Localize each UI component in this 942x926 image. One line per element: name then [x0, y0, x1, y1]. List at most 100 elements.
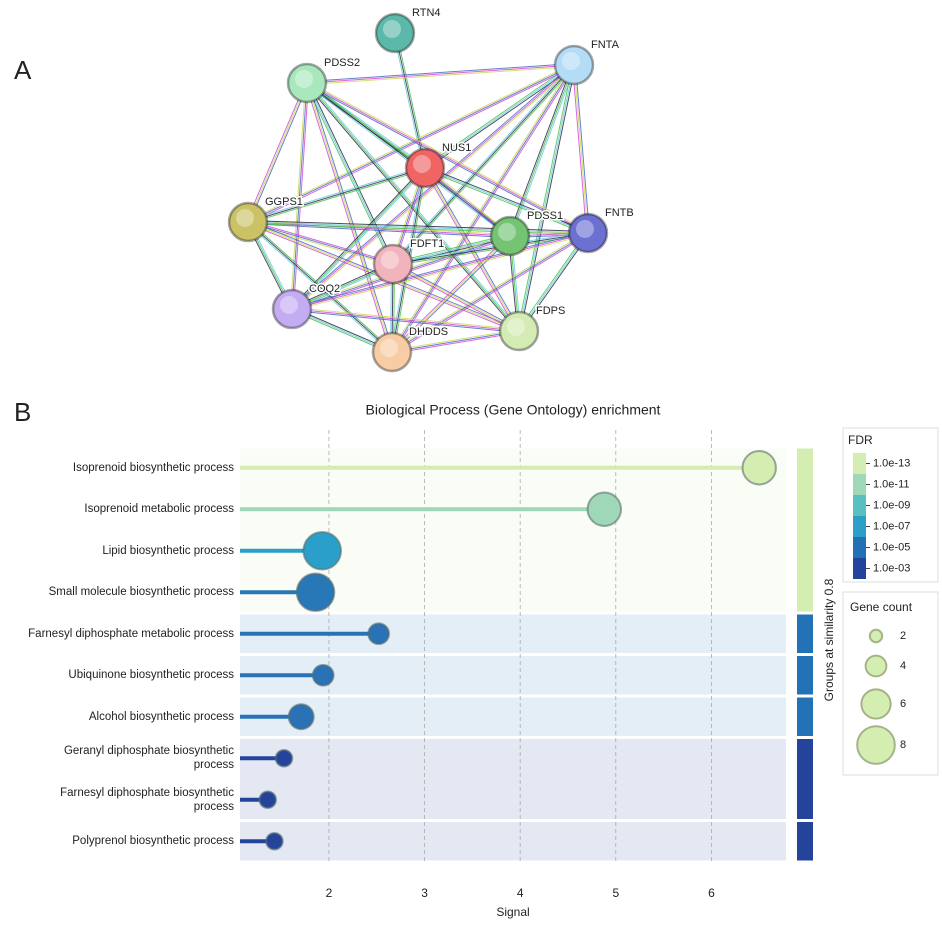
network-edge [247, 64, 575, 223]
network-edge [574, 64, 590, 233]
network-edge [247, 82, 308, 223]
network-edge [291, 64, 575, 310]
network-node [567, 212, 609, 254]
network-edge [247, 222, 510, 238]
y-tick-label: Polyprenol biosynthetic process [72, 835, 234, 848]
network-edge [518, 64, 575, 332]
network-edge [248, 220, 394, 352]
y-tick-label: Isoprenoid biosynthetic process [72, 461, 234, 474]
network-edge [572, 65, 588, 234]
node-label: FNTA [591, 39, 620, 51]
dot [274, 748, 294, 768]
network-edge [390, 231, 588, 352]
size-legend-circle [856, 725, 896, 765]
node-label: RTN4 [412, 7, 441, 19]
network-edge [393, 33, 425, 169]
colorbar-segment [853, 516, 866, 537]
network-edge [392, 64, 575, 265]
group-bar [797, 697, 813, 736]
network-edge [395, 32, 427, 168]
node-label: FDPS [536, 305, 565, 317]
network-node [498, 310, 540, 352]
network-edge [247, 221, 393, 353]
node-label: PDSS1 [527, 210, 563, 222]
dot [586, 491, 623, 527]
network-edge [573, 64, 589, 234]
network-edge [247, 221, 511, 237]
x-axis-label: Signal [496, 905, 529, 919]
network-node [489, 215, 531, 257]
y-tick-label: Isoprenoid metabolic process [84, 503, 234, 516]
network-edge [246, 82, 307, 222]
node-label: FNTB [605, 207, 634, 219]
group-band [240, 739, 786, 819]
network-edge [393, 262, 520, 331]
node-highlight [507, 318, 525, 336]
network-edge [290, 82, 307, 309]
network-edge [519, 65, 576, 332]
colorbar-label: 1.0e-11 [873, 478, 910, 490]
network-node [404, 147, 446, 189]
network-edge [291, 231, 588, 309]
node-highlight [380, 339, 398, 357]
node-highlight [236, 209, 254, 227]
network-edge [292, 233, 589, 311]
network-edge [291, 232, 589, 310]
network-edge [424, 168, 588, 235]
network-edge [292, 65, 576, 311]
y-tick-label: Alcohol biosynthetic process [88, 710, 234, 723]
node-highlight [576, 220, 594, 238]
node-highlight [413, 155, 431, 173]
network-edge [290, 166, 425, 309]
network-node [271, 288, 313, 330]
network-edge [247, 222, 588, 235]
network-edge [306, 82, 393, 353]
network-edge [392, 233, 590, 354]
dot [302, 530, 343, 571]
colorbar-segment [853, 474, 866, 495]
dot [258, 790, 278, 810]
colorbar-label: 1.0e-03 [873, 562, 910, 574]
network-edge [248, 83, 309, 223]
x-tick-label: 3 [421, 886, 428, 900]
network-edge [424, 167, 589, 234]
network-edge [307, 65, 575, 85]
network-node [372, 243, 414, 285]
group-bar [797, 448, 813, 612]
network-node [371, 331, 413, 373]
node-label: PDSS2 [324, 57, 360, 69]
network-edge [248, 220, 394, 264]
y-tick-label: Geranyl diphosphate biosynthetic process [63, 745, 234, 772]
colorbar-label: 1.0e-05 [873, 541, 910, 553]
network-edge [424, 64, 575, 169]
network-edge [292, 168, 427, 311]
network-edge [391, 329, 519, 352]
network-edge [517, 64, 574, 331]
node-highlight [562, 52, 580, 70]
node-highlight [295, 70, 313, 88]
network-edge [248, 220, 589, 233]
network-edge [246, 222, 392, 354]
network-edge [392, 263, 520, 332]
y-tick-label: Lipid biosynthetic process [102, 544, 234, 557]
network-edge [247, 167, 426, 223]
group-band [240, 697, 786, 736]
dot [287, 703, 315, 731]
node-label: NUS1 [442, 142, 471, 154]
panel-label: A [14, 55, 32, 85]
network-edge [247, 221, 394, 265]
node-highlight [381, 251, 399, 269]
network-edge [291, 308, 520, 332]
y-tick-label: Small molecule biosynthetic process [48, 586, 234, 599]
dot [265, 831, 284, 851]
colorbar-segment [853, 495, 866, 516]
network-edge [248, 168, 426, 224]
size-legend-title: Gene count [850, 600, 913, 614]
size-legend-circle [868, 628, 884, 644]
dot [295, 572, 336, 613]
panel-label: B [14, 397, 31, 427]
network-edge [390, 63, 574, 352]
network-edge [391, 64, 575, 353]
